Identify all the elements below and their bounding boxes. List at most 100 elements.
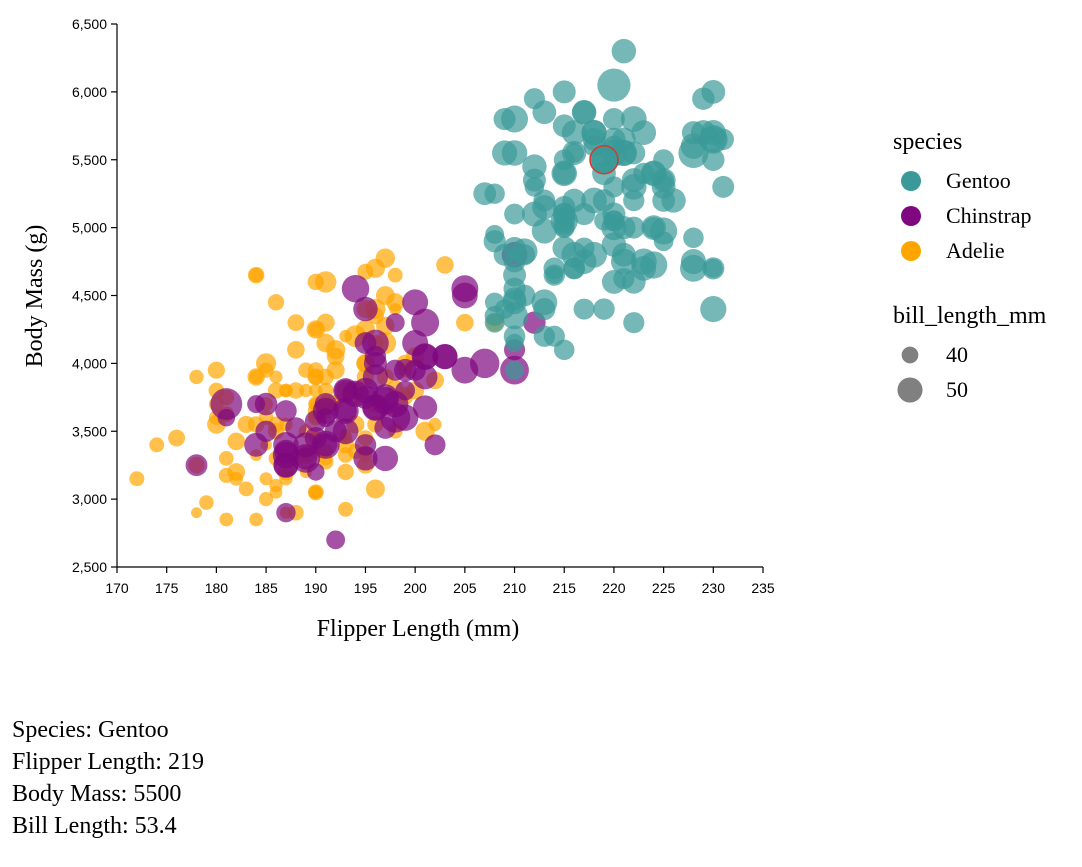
- data-point[interactable]: [602, 202, 626, 226]
- data-point[interactable]: [276, 502, 296, 523]
- data-point[interactable]: [227, 432, 246, 451]
- data-point[interactable]: [191, 507, 202, 519]
- data-point[interactable]: [553, 149, 575, 171]
- data-point[interactable]: [563, 257, 586, 280]
- data-point[interactable]: [149, 437, 165, 453]
- data-point[interactable]: [354, 434, 377, 456]
- data-point[interactable]: [640, 160, 667, 187]
- data-point[interactable]: [503, 250, 526, 273]
- data-point[interactable]: [333, 378, 358, 403]
- data-point[interactable]: [505, 360, 525, 380]
- data-point[interactable]: [386, 293, 405, 312]
- data-point[interactable]: [287, 314, 305, 332]
- data-point[interactable]: [316, 313, 335, 332]
- data-point[interactable]: [275, 400, 297, 422]
- data-point[interactable]: [255, 353, 277, 374]
- data-point[interactable]: [679, 254, 707, 282]
- data-point[interactable]: [436, 256, 454, 274]
- data-point[interactable]: [334, 399, 357, 423]
- data-point[interactable]: [217, 408, 236, 427]
- data-point[interactable]: [247, 395, 266, 414]
- data-point[interactable]: [501, 140, 528, 166]
- data-point[interactable]: [483, 230, 506, 253]
- data-point[interactable]: [641, 215, 667, 240]
- data-point[interactable]: [702, 257, 725, 280]
- data-point[interactable]: [623, 312, 645, 334]
- data-point[interactable]: [314, 271, 337, 293]
- data-point[interactable]: [207, 361, 225, 379]
- data-point[interactable]: [185, 454, 208, 477]
- data-point[interactable]: [484, 183, 505, 204]
- data-point[interactable]: [337, 463, 354, 481]
- data-point[interactable]: [533, 189, 556, 212]
- data-point[interactable]: [293, 432, 319, 458]
- data-point[interactable]: [218, 451, 234, 466]
- data-point[interactable]: [597, 68, 631, 102]
- data-point[interactable]: [387, 267, 403, 283]
- data-point[interactable]: [470, 348, 500, 379]
- data-point[interactable]: [287, 382, 305, 399]
- data-point[interactable]: [456, 313, 474, 332]
- data-point[interactable]: [680, 133, 707, 159]
- data-point[interactable]: [611, 127, 636, 152]
- selected-point[interactable]: [589, 145, 619, 175]
- data-point[interactable]: [505, 333, 524, 353]
- data-point[interactable]: [581, 187, 607, 214]
- data-point[interactable]: [219, 512, 234, 527]
- data-point[interactable]: [582, 127, 606, 151]
- data-point[interactable]: [402, 330, 429, 356]
- data-point[interactable]: [129, 471, 145, 487]
- data-point[interactable]: [312, 397, 339, 424]
- data-point[interactable]: [611, 38, 637, 64]
- data-point[interactable]: [332, 418, 359, 445]
- data-point[interactable]: [484, 312, 505, 333]
- data-point[interactable]: [364, 345, 387, 368]
- data-point[interactable]: [451, 275, 479, 303]
- data-point[interactable]: [199, 495, 214, 510]
- data-point[interactable]: [249, 512, 263, 527]
- data-point[interactable]: [593, 298, 615, 320]
- data-point[interactable]: [640, 251, 668, 279]
- data-point[interactable]: [210, 388, 243, 421]
- data-point[interactable]: [168, 429, 186, 447]
- data-point[interactable]: [353, 296, 378, 322]
- data-point[interactable]: [269, 485, 283, 499]
- data-point[interactable]: [552, 114, 576, 138]
- data-point[interactable]: [552, 202, 576, 226]
- data-point[interactable]: [661, 188, 686, 213]
- data-point[interactable]: [267, 294, 285, 311]
- data-point[interactable]: [701, 79, 726, 104]
- data-point[interactable]: [531, 289, 558, 316]
- data-point[interactable]: [395, 380, 416, 401]
- data-point[interactable]: [412, 395, 438, 420]
- data-point[interactable]: [380, 402, 411, 433]
- data-point[interactable]: [504, 203, 525, 225]
- data-point[interactable]: [412, 364, 438, 390]
- data-point[interactable]: [259, 472, 273, 486]
- data-point[interactable]: [702, 148, 725, 171]
- data-point[interactable]: [484, 292, 505, 312]
- data-point[interactable]: [622, 216, 645, 239]
- data-point[interactable]: [611, 242, 636, 267]
- data-point[interactable]: [339, 329, 352, 343]
- data-point[interactable]: [543, 325, 565, 347]
- data-point[interactable]: [238, 481, 254, 497]
- data-point[interactable]: [308, 485, 323, 500]
- data-point[interactable]: [338, 501, 354, 517]
- data-point[interactable]: [552, 80, 576, 104]
- data-point[interactable]: [424, 434, 446, 456]
- data-point[interactable]: [393, 358, 417, 382]
- data-point[interactable]: [543, 257, 566, 280]
- data-point[interactable]: [572, 100, 596, 125]
- data-point[interactable]: [573, 298, 595, 320]
- data-point[interactable]: [623, 189, 645, 212]
- data-point[interactable]: [269, 370, 283, 384]
- data-point[interactable]: [341, 274, 370, 303]
- data-point[interactable]: [311, 430, 340, 459]
- data-point[interactable]: [365, 479, 385, 499]
- data-point[interactable]: [602, 108, 625, 130]
- data-point[interactable]: [503, 287, 527, 311]
- data-point[interactable]: [712, 175, 735, 198]
- data-point[interactable]: [501, 105, 529, 133]
- data-point[interactable]: [189, 369, 204, 385]
